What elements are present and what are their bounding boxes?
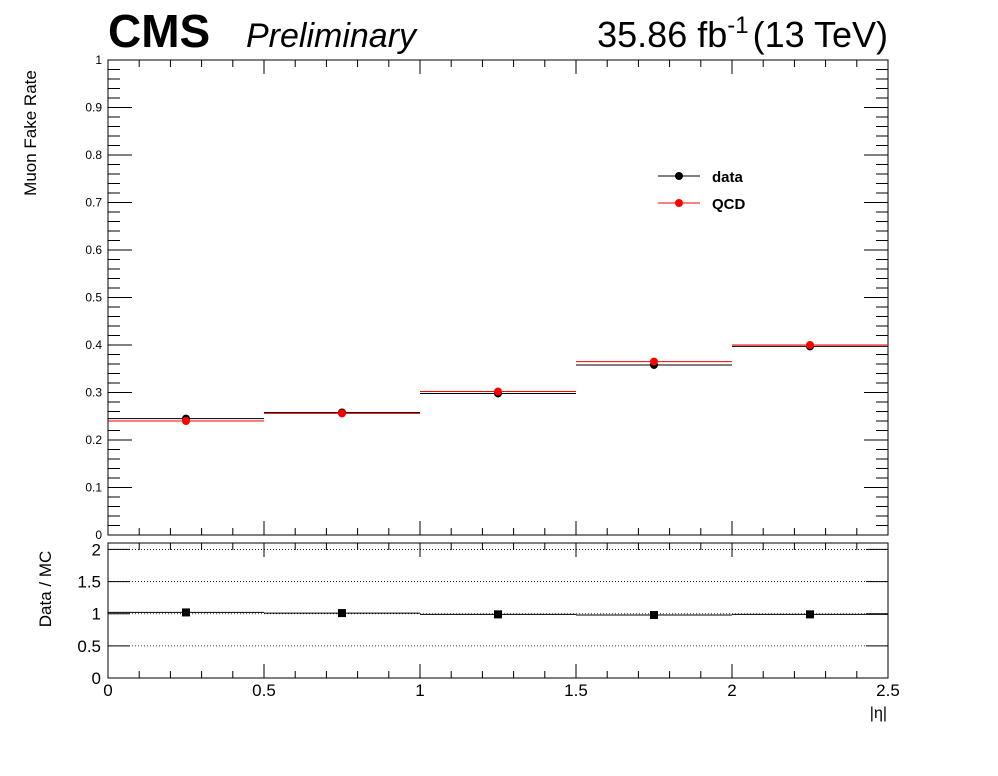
x-tick-label: 2.5	[876, 681, 900, 700]
main-ytick-label: 0.9	[85, 101, 102, 115]
ratio-point	[650, 611, 658, 619]
legend-marker-data	[675, 172, 683, 180]
x-tick-label: 0	[103, 681, 112, 700]
main-ytick-label: 1	[95, 53, 102, 67]
main-ytick-label: 0.1	[85, 481, 102, 495]
point-qcd	[494, 387, 502, 396]
main-ytick-label: 0.3	[85, 386, 102, 400]
x-tick-label: 2	[727, 681, 736, 700]
ratio-ytick-label: 1.5	[77, 573, 101, 592]
ratio-ytick-label: 0	[92, 669, 101, 688]
preliminary-label: Preliminary	[246, 17, 418, 55]
main-ticks: 0 0.1 0.2 0.3 0.4 0.5 0.6 0.7 0.8 0.9 1	[85, 53, 889, 542]
main-panel: 0 0.1 0.2 0.3 0.4 0.5 0.6 0.7 0.8 0.9 1 Muon Fake …	[21, 53, 889, 542]
legend-label-qcd: QCD	[712, 196, 746, 213]
ratio-ticks: 0 0.5 1 1.5 2 0 0.5 1 1.5 2 2.5	[77, 540, 899, 700]
point-qcd	[650, 357, 658, 366]
point-qcd	[806, 341, 814, 349]
ratio-panel: 0 0.5 1 1.5 2 0 0.5 1 1.5 2 2.5 Data / MC |η|	[36, 540, 900, 722]
legend-label-data: data	[712, 169, 744, 186]
ratio-ytick-label: 0.5	[77, 637, 101, 656]
x-tick-label: 0.5	[252, 681, 276, 700]
point-qcd	[182, 417, 190, 425]
main-ytick-label: 0.6	[85, 243, 102, 257]
main-ytick-label: 0.7	[85, 196, 102, 210]
ratio-series	[108, 608, 888, 619]
main-ytick-label: 0.8	[85, 148, 102, 162]
main-ytick-label: 0	[95, 528, 102, 542]
main-ylabel: Muon Fake Rate	[21, 70, 40, 196]
ratio-ytick-label: 2	[92, 540, 101, 559]
x-axis-label: |η|	[870, 705, 887, 722]
x-tick-label: 1.5	[564, 681, 588, 700]
lumi-label: 35.86 fb-1 (13 TeV)	[597, 12, 888, 55]
ratio-point	[182, 608, 190, 617]
ratio-frame	[107, 542, 889, 679]
legend-marker-qcd	[675, 199, 683, 207]
lumi-value: 35.86 fb	[597, 14, 727, 55]
ratio-ylabel: Data / MC	[36, 551, 55, 628]
cms-label: CMS	[108, 5, 210, 57]
legend: data QCD	[658, 169, 746, 213]
energy-label: (13 TeV)	[753, 14, 888, 55]
x-tick-label: 1	[415, 681, 424, 700]
lumi-exponent: -1	[727, 12, 748, 39]
main-ytick-label: 0.5	[85, 291, 102, 305]
ratio-point	[494, 610, 502, 619]
point-qcd	[338, 409, 346, 418]
main-ytick-label: 0.2	[85, 433, 102, 447]
ratio-point	[806, 610, 814, 619]
ratio-point	[338, 609, 346, 618]
ratio-ytick-label: 1	[92, 605, 101, 624]
main-ytick-label: 0.4	[85, 338, 102, 352]
main-frame	[107, 59, 889, 536]
main-series	[108, 341, 888, 425]
